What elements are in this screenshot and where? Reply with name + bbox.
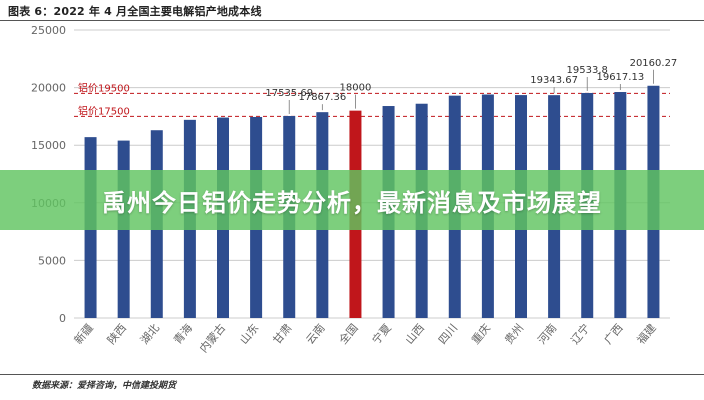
x-tick-label: 贵州 — [502, 322, 526, 347]
chart-title: 图表 6：2022 年 4 月全国主要电解铝产地成本线 — [8, 5, 262, 18]
x-tick-label: 陕西 — [104, 321, 129, 347]
y-tick-label: 0 — [59, 312, 66, 325]
data-label: 19343.67 — [530, 75, 578, 86]
reference-line-label: 铝价17500 — [78, 105, 130, 117]
x-tick-label: 新疆 — [71, 321, 96, 347]
headline-text: 禹州今日铝价走势分析，最新消息及市场展望 — [102, 188, 602, 217]
x-tick-label: 内蒙古 — [196, 321, 228, 355]
x-tick-label: 辽宁 — [568, 321, 593, 347]
y-tick-label: 25000 — [31, 24, 66, 37]
title-divider — [0, 20, 704, 21]
data-label: 19533.8 — [567, 65, 608, 76]
reference-line-label: 铝价19500 — [78, 82, 130, 94]
x-tick-label: 福建 — [634, 321, 659, 347]
x-tick-label: 山西 — [403, 322, 427, 347]
data-label: 20160.27 — [630, 58, 678, 69]
x-tick-label: 青海 — [170, 321, 195, 347]
x-tick-label: 四川 — [436, 322, 460, 347]
x-tick-label: 湖北 — [138, 322, 162, 347]
x-tick-label: 广西 — [602, 322, 626, 347]
y-tick-label: 5000 — [38, 254, 66, 267]
data-label: 19617.13 — [596, 72, 644, 83]
x-tick-label: 重庆 — [468, 321, 493, 347]
x-tick-label: 云南 — [304, 322, 328, 347]
x-tick-label: 河南 — [535, 322, 559, 347]
data-label: 18000 — [340, 83, 372, 94]
data-label: 17535.69 — [265, 88, 313, 99]
headline-banner: 禹州今日铝价走势分析，最新消息及市场展望 — [0, 170, 704, 230]
x-tick-label: 山东 — [237, 322, 261, 347]
data-label: 17867.36 — [298, 92, 346, 103]
source-divider — [0, 374, 704, 375]
x-tick-label: 全国 — [336, 321, 361, 347]
y-tick-label: 15000 — [31, 139, 66, 152]
source-note: 数据来源：爱择咨询，中信建投期货 — [32, 381, 177, 391]
y-tick-label: 20000 — [31, 82, 66, 95]
x-tick-label: 甘肃 — [270, 322, 294, 347]
x-tick-label: 宁夏 — [369, 321, 394, 347]
